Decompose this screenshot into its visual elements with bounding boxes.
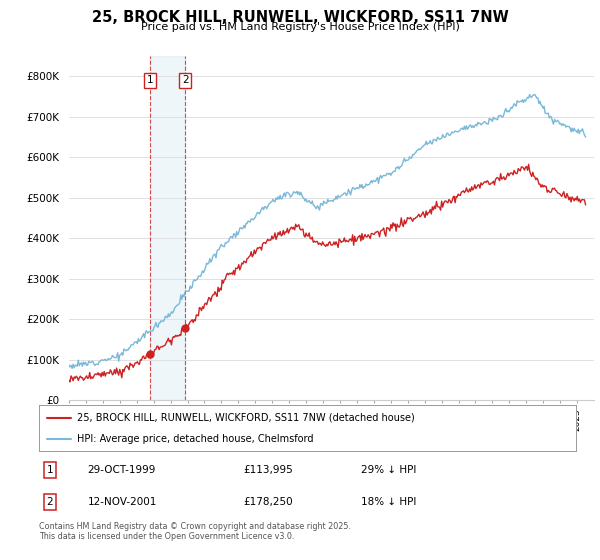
Text: 12-NOV-2001: 12-NOV-2001: [88, 497, 157, 507]
Text: 2: 2: [182, 75, 188, 85]
Text: HPI: Average price, detached house, Chelmsford: HPI: Average price, detached house, Chel…: [77, 435, 313, 444]
Text: 29% ↓ HPI: 29% ↓ HPI: [361, 465, 416, 475]
Text: Price paid vs. HM Land Registry's House Price Index (HPI): Price paid vs. HM Land Registry's House …: [140, 22, 460, 32]
Text: Contains HM Land Registry data © Crown copyright and database right 2025.
This d: Contains HM Land Registry data © Crown c…: [39, 522, 351, 542]
Text: 25, BROCK HILL, RUNWELL, WICKFORD, SS11 7NW (detached house): 25, BROCK HILL, RUNWELL, WICKFORD, SS11 …: [77, 413, 415, 423]
Text: 1: 1: [46, 465, 53, 475]
Text: 29-OCT-1999: 29-OCT-1999: [88, 465, 156, 475]
Text: £178,250: £178,250: [243, 497, 293, 507]
Bar: [150, 56, 185, 400]
Text: 25, BROCK HILL, RUNWELL, WICKFORD, SS11 7NW: 25, BROCK HILL, RUNWELL, WICKFORD, SS11 …: [92, 10, 508, 25]
Text: £113,995: £113,995: [243, 465, 293, 475]
Text: 2: 2: [46, 497, 53, 507]
Text: 1: 1: [147, 75, 154, 85]
Text: 18% ↓ HPI: 18% ↓ HPI: [361, 497, 416, 507]
